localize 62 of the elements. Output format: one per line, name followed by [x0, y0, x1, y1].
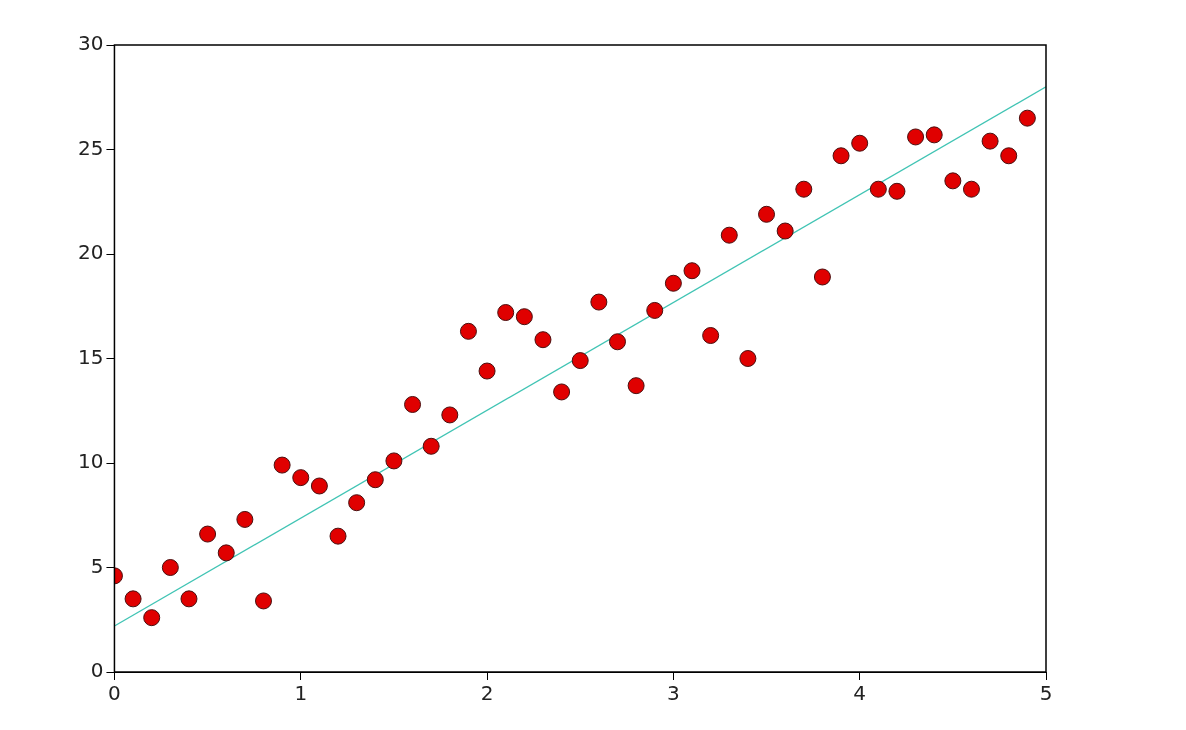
point — [944, 172, 962, 190]
point — [981, 132, 999, 150]
point — [813, 268, 831, 286]
point — [571, 352, 589, 370]
point — [478, 362, 496, 380]
point — [1018, 109, 1036, 127]
point — [1000, 147, 1018, 165]
point — [925, 126, 943, 144]
point — [385, 452, 403, 470]
point — [273, 456, 291, 474]
y-tick-label: 25 — [78, 135, 104, 160]
point — [646, 301, 664, 319]
point — [702, 327, 720, 345]
y-tick-label: 0 — [90, 658, 104, 683]
point — [180, 590, 198, 608]
point — [348, 494, 366, 512]
point — [199, 525, 217, 543]
y-tick-label: 20 — [78, 240, 104, 265]
x-tick-label: 0 — [108, 681, 121, 706]
point — [124, 590, 142, 608]
point — [851, 134, 869, 152]
point — [720, 226, 738, 244]
x-tick-label: 1 — [294, 681, 308, 706]
point — [161, 559, 179, 576]
point — [255, 592, 272, 610]
point — [422, 437, 440, 455]
point — [310, 477, 328, 495]
point — [869, 180, 887, 198]
point — [366, 471, 384, 489]
y-tick-label: 10 — [78, 449, 104, 474]
point — [758, 205, 776, 223]
x-tick-label: 3 — [667, 681, 680, 706]
x-tick-label: 5 — [1039, 681, 1053, 706]
x-tick-label: 4 — [853, 681, 867, 706]
x-tick-label: 2 — [480, 681, 494, 706]
point — [962, 180, 980, 198]
y-tick-label: 15 — [78, 344, 104, 369]
point — [329, 527, 347, 545]
point — [608, 333, 626, 351]
point — [664, 274, 682, 292]
point — [832, 147, 850, 165]
point — [795, 180, 813, 198]
y-tick-label: 5 — [90, 553, 104, 578]
point — [627, 377, 645, 395]
point — [776, 222, 794, 240]
point — [515, 308, 533, 326]
point — [907, 128, 925, 146]
point — [217, 544, 235, 562]
point — [292, 469, 310, 487]
point — [534, 331, 552, 349]
point — [590, 293, 608, 311]
point — [888, 182, 906, 200]
point — [497, 304, 515, 322]
point — [404, 395, 422, 413]
point — [739, 350, 757, 367]
point — [143, 609, 161, 627]
y-tick-label: 30 — [78, 31, 104, 56]
point — [553, 383, 571, 401]
point — [236, 510, 254, 528]
point — [459, 322, 477, 340]
point — [441, 406, 459, 424]
point — [683, 262, 701, 280]
